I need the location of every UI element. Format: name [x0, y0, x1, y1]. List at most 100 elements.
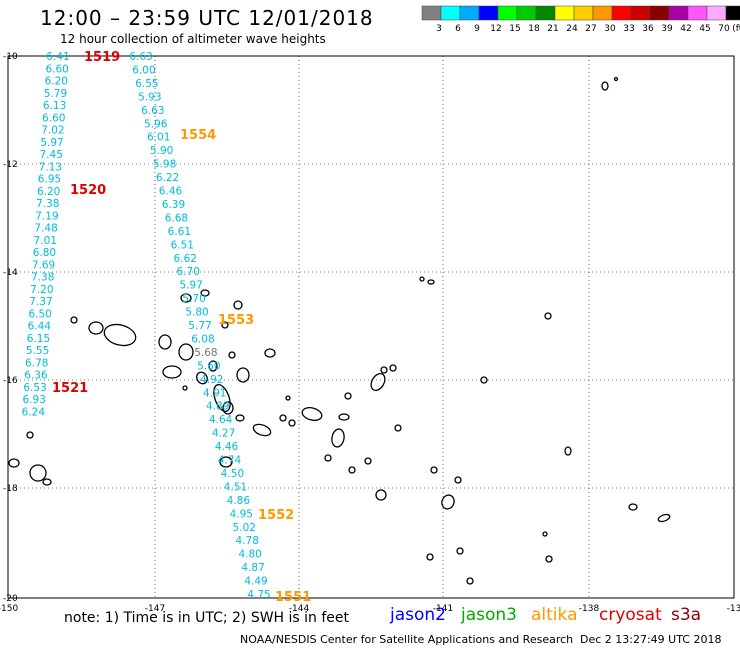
wave-height-value: 5.97 — [40, 137, 63, 149]
island-outline — [427, 279, 435, 285]
wave-height-value: 4.92 — [200, 374, 223, 386]
satellite-name-s3a: s3a — [671, 605, 702, 625]
island-outline — [344, 392, 352, 400]
wave-height-value: 6.01 — [147, 132, 170, 144]
wave-height-value: 4.87 — [241, 562, 264, 574]
pass-labels: 1519 1520 1521 1554 1553 1552 1551 — [52, 50, 311, 605]
wave-height-value: 6.53 — [23, 382, 46, 394]
wave-height-value: 7.19 — [35, 210, 58, 222]
legend-label: 42 — [680, 24, 691, 34]
wave-height-value: 7.48 — [34, 223, 57, 235]
island-outline — [208, 360, 218, 372]
map-axes: -150 -147 -144 -141 -138 -13 -10 -12 -14 -16 -18 -2… — [0, 52, 740, 614]
island-outlines — [8, 76, 671, 585]
wave-height-value: 4.86 — [227, 495, 251, 507]
island-outline — [103, 323, 137, 347]
latitude-label: -20 — [3, 594, 18, 604]
wave-height-value: 6.68 — [165, 212, 188, 224]
legend-unit: (ft) — [732, 24, 740, 34]
wave-height-value: 4.91 — [203, 387, 226, 399]
wave-height-value: 6.41 — [46, 51, 69, 63]
wave-height-value: 6.78 — [25, 357, 48, 369]
longitude-label: -147 — [145, 604, 165, 614]
pass-number-label: 1521 — [52, 381, 88, 396]
legend-label: 39 — [661, 24, 673, 34]
wave-height-value: 4.78 — [236, 535, 259, 547]
wave-height-value: 6.20 — [37, 186, 60, 198]
satellite-name-jason2: jason2 — [390, 605, 446, 625]
wave-height-value: 5.60 — [197, 360, 220, 372]
wave-height-value: 6.93 — [23, 394, 46, 406]
island-outline — [180, 293, 192, 303]
legend-label: 33 — [623, 24, 634, 34]
wave-height-value: 4.80 — [238, 549, 261, 561]
pass-number-label: 1519 — [84, 50, 120, 65]
legend-label: 6 — [455, 24, 461, 34]
wave-height-value: 7.45 — [40, 149, 63, 161]
latitude-label: -16 — [3, 376, 18, 386]
map-grid — [8, 56, 734, 598]
island-outline — [222, 401, 234, 415]
island-outline — [430, 466, 438, 474]
island-outline — [613, 76, 619, 82]
wave-height-value: 5.70 — [182, 293, 205, 305]
wave-height-value: 6.39 — [162, 199, 185, 211]
generated-timestamp: Dec 2 13:27:49 UTC 2018 — [580, 633, 722, 646]
latitude-label: -12 — [3, 160, 18, 170]
island-outline — [364, 457, 372, 465]
legend-label: 36 — [642, 24, 654, 34]
island-outline — [88, 321, 104, 335]
island-outline — [178, 343, 194, 361]
wave-height-value: 7.38 — [36, 198, 59, 210]
island-outline — [264, 348, 276, 358]
island-outline — [454, 476, 462, 484]
wave-height-value: 7.38 — [31, 272, 54, 284]
longitude-label: -141 — [433, 604, 453, 614]
island-outline — [338, 413, 350, 421]
island-outline — [348, 466, 356, 474]
island-outline — [8, 458, 20, 468]
legend-label: 18 — [528, 24, 540, 34]
legend-label: 12 — [490, 24, 501, 34]
island-outline — [228, 351, 236, 359]
island-outline — [441, 494, 455, 510]
legend-label: 15 — [509, 24, 520, 34]
island-outline — [233, 300, 243, 310]
wave-height-value: 6.36 — [24, 370, 48, 382]
wave-height-value: 6.44 — [28, 321, 52, 333]
map-title: 12:00 – 23:59 UTC 12/01/2018 — [40, 6, 374, 30]
wave-height-value: 5.55 — [26, 345, 49, 357]
wave-height-value: 5.80 — [185, 307, 208, 319]
island-outline — [288, 419, 296, 427]
wave-height-value: 5.97 — [179, 280, 202, 292]
island-outline — [375, 489, 387, 501]
wave-height-value: 4.64 — [209, 414, 233, 426]
wave-height-value: 5.02 — [233, 522, 256, 534]
wave-height-value: 6.60 — [42, 112, 65, 124]
wave-height-value: 5.68 — [194, 347, 217, 359]
wave-height-value: 4.46 — [215, 441, 239, 453]
island-outline — [542, 531, 548, 537]
legend-label: 27 — [585, 24, 596, 34]
island-outline — [285, 395, 291, 401]
island-outline — [29, 464, 47, 482]
longitude-label: -138 — [579, 604, 600, 614]
island-outline — [182, 385, 188, 391]
island-outline — [389, 364, 397, 372]
island-outline — [200, 289, 210, 297]
island-outline — [545, 555, 553, 563]
latitude-label: -10 — [3, 52, 18, 62]
legend-label: 45 — [699, 24, 710, 34]
wave-height-value: 6.00 — [132, 64, 155, 76]
island-outline — [221, 321, 229, 329]
pass-number-label: 1520 — [70, 183, 106, 198]
credit-text: NOAA/NESDIS Center for Satellite Applica… — [240, 633, 574, 646]
wave-height-value: 5.77 — [188, 320, 211, 332]
legend-swatch — [725, 5, 740, 21]
satellite-name-altika: altika — [531, 605, 578, 625]
island-outline — [394, 424, 402, 432]
island-outline — [252, 423, 272, 437]
wave-height-value: 7.69 — [32, 259, 55, 271]
